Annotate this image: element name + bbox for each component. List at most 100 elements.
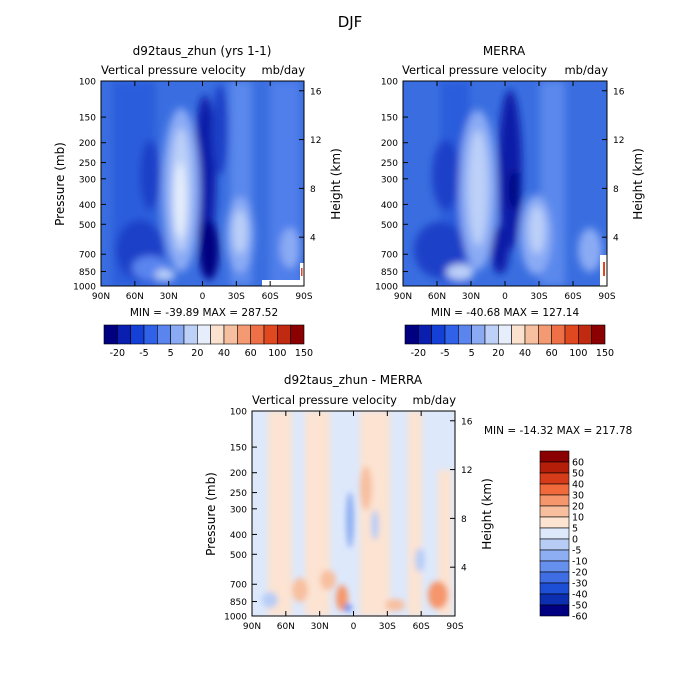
panel1-ytick-label: 100 xyxy=(79,78,96,88)
panel3-colorbar-label: 60 xyxy=(572,458,584,469)
panel2-xtick-label: 90N xyxy=(394,292,412,302)
panel1-ytick-right-label: 16 xyxy=(310,87,322,97)
panel2-title: MERRA xyxy=(483,44,526,58)
panel1-colorbar-box xyxy=(183,324,198,345)
panel3-colorbar-box xyxy=(539,604,570,617)
panel1-title: d92taus_zhun (yrs 1-1) xyxy=(133,44,272,58)
panel1-colorbar-label: 40 xyxy=(218,348,230,359)
panel3-ytick-right-label: 4 xyxy=(461,564,467,574)
panel2-xtick-label: 90S xyxy=(598,292,615,302)
panel-difference: d92taus_zhun - MERRA Vertical pressure v… xyxy=(204,373,632,632)
panel3-xtick-label: 30S xyxy=(379,622,396,632)
panel3-xtick-label: 0 xyxy=(351,622,357,632)
panel3-colorbar-label: -30 xyxy=(572,579,588,590)
panel1-colorbar-box xyxy=(250,324,265,345)
panel2-colorbar-box xyxy=(444,324,459,345)
panel3-colorbar-box xyxy=(539,527,570,540)
panel1-colorbar-box xyxy=(130,324,145,345)
panel2-colorbar-box xyxy=(564,324,579,345)
panel1-colorbar-box xyxy=(170,324,185,345)
panel2-subtitle-left: Vertical pressure velocity xyxy=(402,63,547,77)
panel1-ytick-label: 850 xyxy=(79,268,96,278)
panel3-ytick-right-label: 16 xyxy=(461,417,473,427)
panel2-ytick-right-label: 16 xyxy=(613,87,625,97)
panel3-colorbar-box xyxy=(539,538,570,551)
panel1-xtick-label: 30S xyxy=(228,292,245,302)
panel2-ytick-label: 400 xyxy=(381,201,398,211)
panel1-ytick-label: 700 xyxy=(79,251,96,261)
panel1-ytick-label: 400 xyxy=(79,201,96,211)
panel3-ytick-label: 200 xyxy=(230,469,247,479)
panel2-xtick-label: 0 xyxy=(502,292,508,302)
panel2-colorbar-box xyxy=(578,324,592,345)
panel1-xtick-label: 90N xyxy=(92,292,110,302)
panel3-colorbar-box xyxy=(539,461,570,474)
panel1-xtick-label: 60N xyxy=(126,292,144,302)
panel2-colorbar-label: 20 xyxy=(492,348,504,359)
panel3-colorbar-box xyxy=(539,571,570,584)
panel3-ytick-label: 150 xyxy=(230,444,247,454)
panel2-colorbar: -20 -5 5 20 40 60 100 150 xyxy=(404,324,614,359)
panel1-ylabel-right: Height (km) xyxy=(329,148,343,219)
panel1-xtick-label: 30N xyxy=(160,292,178,302)
panel2-ytick-label: 200 xyxy=(381,139,398,149)
panel1-stats: MIN = -39.89 MAX = 287.52 xyxy=(130,307,278,319)
panel1-colorbar-box xyxy=(103,324,118,345)
panel3-ytick-label: 300 xyxy=(230,505,247,515)
panel3-ytick-label: 700 xyxy=(230,581,247,591)
panel3-colorbar-box xyxy=(539,450,570,463)
panel1-colorbar-label: -5 xyxy=(139,348,148,359)
panel2-xtick-label: 60S xyxy=(564,292,581,302)
panel3-xtick-label: 90S xyxy=(446,622,463,632)
panel2-field xyxy=(403,81,607,286)
panel-model: d92taus_zhun (yrs 1-1) Vertical pressure… xyxy=(53,44,343,359)
panel2-colorbar-label: 60 xyxy=(546,348,558,359)
panel3-ylabel: Pressure (mb) xyxy=(204,472,218,556)
panel2-colorbar-box xyxy=(551,324,566,345)
panel3-ylabel-right: Height (km) xyxy=(480,478,494,549)
panel-merra: MERRA Vertical pressure velocity mb/day xyxy=(375,44,645,359)
panel1-colorbar-box xyxy=(157,324,171,345)
panel3-ytick-label: 250 xyxy=(230,489,247,499)
panel3-xtick-label: 90N xyxy=(243,622,261,632)
panel3-colorbar-label: -50 xyxy=(572,601,588,612)
panel2-colorbar-label: 5 xyxy=(469,348,475,359)
panel1-colorbar-label: 60 xyxy=(245,348,257,359)
panel2-colorbar-box xyxy=(484,324,499,345)
panel1-colorbar-box xyxy=(277,324,291,345)
panel3-colorbar-box xyxy=(539,560,570,573)
panel1-colorbar-box xyxy=(290,324,305,345)
panel1-colorbar-label: 5 xyxy=(168,348,174,359)
panel1-ytick-right-label: 4 xyxy=(310,234,316,244)
panel2-colorbar-box xyxy=(431,324,446,345)
panel3-colorbar-box xyxy=(539,516,570,529)
panel3-ytick-right-label: 8 xyxy=(461,515,467,525)
panel2-ylabel-right: Height (km) xyxy=(631,148,645,219)
panel3-colorbar-label: 20 xyxy=(572,502,584,513)
panel2-colorbar-label: -5 xyxy=(440,348,449,359)
panel3-colorbar-box xyxy=(539,483,570,496)
panel1-subtitle-left: Vertical pressure velocity xyxy=(101,63,246,77)
panel3-colorbar-label: 50 xyxy=(572,469,584,480)
panel3-colorbar-label: -40 xyxy=(572,590,588,601)
panel3-subtitle-right: mb/day xyxy=(412,393,456,407)
panel1-colorbar-label: 150 xyxy=(295,348,313,359)
panel3-ytick-label: 400 xyxy=(230,531,247,541)
panel2-xtick-label: 30S xyxy=(530,292,547,302)
panel3-colorbar-label: -20 xyxy=(572,568,588,579)
panel1-colorbar: -20 -5 5 20 40 60 100 150 xyxy=(103,324,313,359)
panel3-colorbar-label: 40 xyxy=(572,480,584,491)
panel2-colorbar-box xyxy=(404,324,419,345)
panel2-colorbar-box xyxy=(458,324,472,345)
panel1-colorbar-box xyxy=(117,324,131,345)
panel3-colorbar-box xyxy=(539,472,570,485)
panel3-ytick-label: 100 xyxy=(230,408,247,418)
panel1-ytick-right-label: 8 xyxy=(310,185,316,195)
panel1-colorbar-label: -20 xyxy=(110,348,126,359)
panel3-ytick-label: 850 xyxy=(230,598,247,608)
panel3-subtitle-left: Vertical pressure velocity xyxy=(252,393,397,407)
panel2-colorbar-label: 150 xyxy=(596,348,614,359)
panel2-colorbar-box xyxy=(498,324,512,345)
panel1-colorbar-box xyxy=(237,324,251,345)
